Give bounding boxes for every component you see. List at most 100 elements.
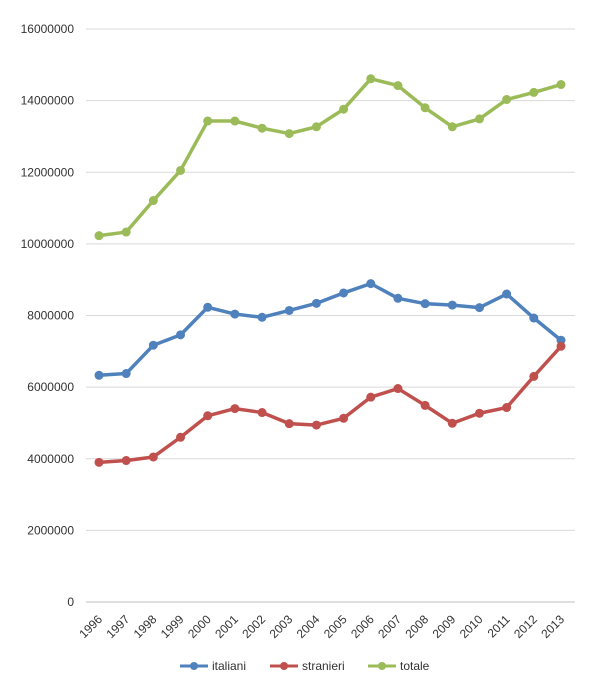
x-tick-label: 2010: [457, 612, 486, 641]
data-point-stranieri: [148, 452, 158, 462]
data-point-italiani: [176, 330, 186, 340]
data-point-stranieri: [176, 432, 186, 442]
x-tick-label: 1997: [104, 612, 133, 641]
x-tick-label: 1999: [158, 612, 187, 641]
data-point-totale: [230, 116, 240, 126]
series-line-italiani: [97, 281, 563, 378]
legend-item-italiani: italiani: [180, 659, 246, 673]
data-point-stranieri: [284, 419, 294, 429]
data-point-stranieri: [257, 408, 267, 418]
y-tick-label: 4000000: [27, 452, 74, 466]
data-point-italiani: [148, 340, 158, 350]
data-point-totale: [366, 74, 376, 84]
data-point-stranieri: [311, 420, 321, 430]
data-point-totale: [257, 123, 267, 133]
x-tick-label: 1998: [131, 612, 160, 641]
data-point-italiani: [94, 370, 104, 380]
data-point-totale: [176, 165, 186, 175]
data-point-totale: [474, 114, 484, 124]
y-tick-label: 2000000: [27, 523, 74, 537]
legend-swatch-marker: [378, 662, 386, 670]
data-point-stranieri: [203, 411, 213, 421]
data-point-totale: [311, 122, 321, 132]
y-axis: 0 2000000 4000000 6000000 8000000 10000000 120…: [21, 22, 75, 609]
series-line-stranieri: [97, 344, 563, 465]
x-tick-label: 2006: [348, 612, 377, 641]
data-point-stranieri: [474, 408, 484, 418]
data-point-totale: [121, 227, 131, 237]
data-point-italiani: [257, 312, 267, 322]
data-point-italiani: [366, 279, 376, 289]
x-tick-label: 2009: [430, 612, 459, 641]
data-point-italiani: [311, 298, 321, 308]
x-tick-label: 2011: [485, 612, 513, 640]
data-point-totale: [284, 129, 294, 139]
data-point-stranieri: [94, 457, 104, 467]
data-point-totale: [447, 122, 457, 132]
data-point-totale: [148, 196, 158, 206]
x-tick-label: 2007: [375, 612, 404, 641]
data-point-stranieri: [556, 341, 566, 351]
data-point-totale: [393, 81, 403, 91]
y-tick-label: 12000000: [21, 165, 75, 179]
legend: italiani stranieri totale: [180, 659, 430, 673]
y-tick-label: 16000000: [21, 22, 75, 36]
data-point-stranieri: [121, 456, 131, 466]
legend-label: italiani: [212, 659, 246, 673]
data-point-italiani: [203, 302, 213, 312]
legend-swatch-marker: [190, 662, 198, 670]
data-point-italiani: [447, 300, 457, 310]
data-point-totale: [502, 95, 512, 105]
x-tick-label: 2000: [185, 612, 214, 641]
x-tick-label: 2001: [212, 612, 241, 641]
x-tick-label: 1996: [76, 612, 105, 641]
x-tick-label: 2002: [239, 612, 268, 641]
data-point-totale: [203, 116, 213, 126]
x-tick-label: 2012: [511, 612, 540, 641]
y-tick-label: 8000000: [27, 309, 74, 323]
data-point-totale: [529, 87, 539, 97]
x-tick-label: 2005: [321, 612, 350, 641]
data-point-stranieri: [529, 371, 539, 381]
legend-item-stranieri: stranieri: [270, 659, 345, 673]
series-stranieri: [94, 341, 566, 467]
data-point-stranieri: [447, 418, 457, 428]
series-lines: [94, 74, 566, 467]
x-tick-label: 2008: [402, 612, 431, 641]
data-point-totale: [339, 104, 349, 114]
data-point-italiani: [339, 288, 349, 298]
x-tick-label: 2003: [267, 612, 296, 641]
x-tick-label: 2013: [538, 612, 567, 641]
data-point-italiani: [121, 369, 131, 379]
series-totale: [94, 74, 566, 241]
data-point-totale: [94, 231, 104, 241]
legend-swatch-marker: [280, 662, 288, 670]
y-tick-label: 10000000: [21, 237, 75, 251]
data-point-italiani: [230, 309, 240, 319]
data-point-italiani: [393, 293, 403, 303]
data-point-italiani: [284, 305, 294, 315]
y-tick-label: 0: [67, 595, 74, 609]
data-point-stranieri: [502, 403, 512, 413]
data-point-italiani: [529, 313, 539, 323]
data-point-italiani: [502, 289, 512, 299]
legend-label: stranieri: [302, 659, 345, 673]
y-tick-label: 14000000: [21, 94, 75, 108]
series-line-totale: [97, 77, 563, 238]
data-point-italiani: [474, 303, 484, 313]
gridlines: [86, 28, 575, 603]
data-point-stranieri: [339, 413, 349, 423]
y-tick-label: 6000000: [27, 380, 74, 394]
legend-item-totale: totale: [368, 659, 430, 673]
legend-label: totale: [400, 659, 430, 673]
x-tick-label: 2004: [294, 612, 323, 641]
data-point-stranieri: [366, 392, 376, 402]
series-italiani: [94, 279, 566, 380]
data-point-italiani: [420, 299, 430, 309]
data-point-stranieri: [393, 384, 403, 394]
data-point-stranieri: [230, 404, 240, 414]
data-point-totale: [420, 103, 430, 113]
data-point-stranieri: [420, 400, 430, 410]
